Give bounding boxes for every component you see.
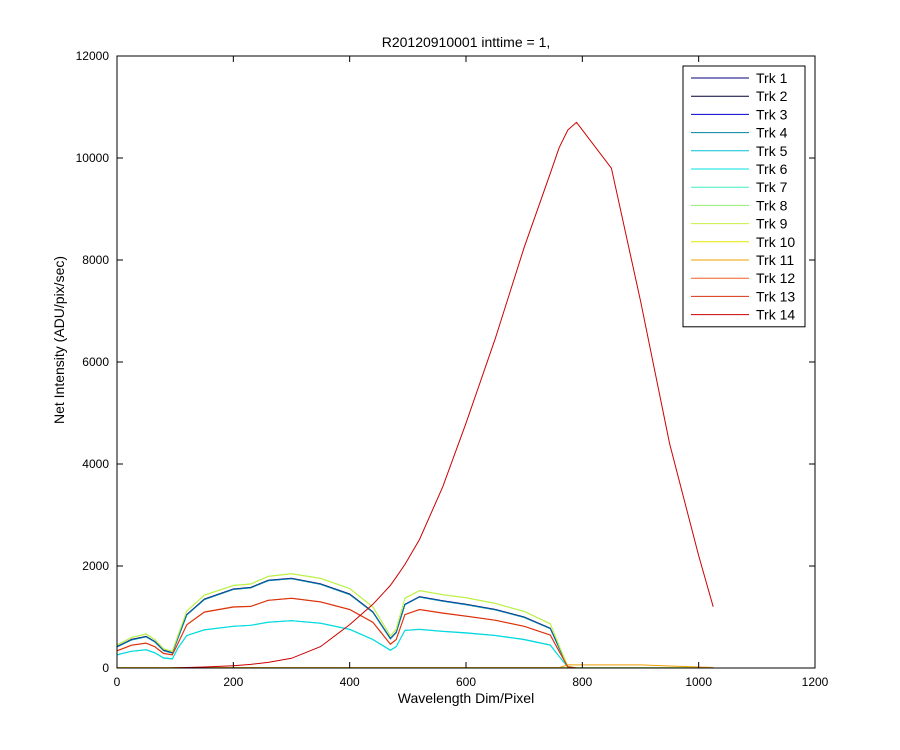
x-tick-label: 1000 [685,675,712,689]
legend-label: Trk 6 [756,161,788,177]
y-tick-label: 0 [102,661,109,675]
legend-label: Trk 14 [756,307,795,323]
x-axis-title: Wavelength Dim/Pixel [398,690,534,706]
y-tick-label: 10000 [76,151,110,165]
legend-label: Trk 13 [756,288,795,304]
y-tick-label: 6000 [82,355,109,369]
x-tick-label: 400 [340,675,360,689]
x-tick-label: 800 [572,675,592,689]
x-tick-label: 200 [223,675,243,689]
x-tick-label: 1200 [802,675,829,689]
legend-label: Trk 2 [756,88,788,104]
y-axis-title: Net Intensity (ADU/pix/sec) [51,256,67,424]
legend-label: Trk 4 [756,125,788,141]
legend-label: Trk 12 [756,270,795,286]
legend: Trk 1 Trk 2 Trk 3 Trk 4 Trk 5 Trk 6 Trk 7 Trk 8… [682,65,806,328]
legend-label: Trk 1 [756,70,788,86]
y-tick-label: 12000 [76,49,110,63]
legend-label: Trk 8 [756,197,788,213]
legend-label: Trk 3 [756,106,788,122]
legend-label: Trk 9 [756,216,788,232]
y-tick-label: 2000 [82,559,109,573]
legend-label: Trk 5 [756,143,788,159]
legend-label: Trk 10 [756,234,795,250]
legend-label: Trk 11 [756,252,794,268]
ticks-layer: 0 200 400 600 800 1000 12000200040006000800010… [76,49,829,689]
x-tick-label: 0 [114,675,121,689]
chart-title: R20120910001 inttime = 1, [382,34,551,50]
y-tick-label: 4000 [82,457,109,471]
x-tick-label: 600 [456,675,476,689]
legend-box [682,65,806,328]
y-tick-label: 8000 [82,253,109,267]
legend-label: Trk 7 [756,179,788,195]
